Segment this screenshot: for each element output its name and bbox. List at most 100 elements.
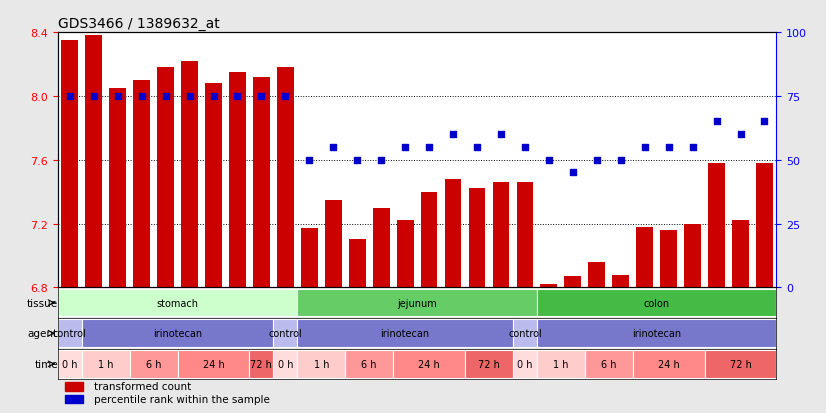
FancyBboxPatch shape xyxy=(178,350,249,378)
Point xyxy=(351,157,364,164)
Bar xyxy=(109,89,126,287)
Bar xyxy=(396,221,414,287)
Point xyxy=(590,157,603,164)
Point xyxy=(230,93,244,100)
Bar xyxy=(684,224,701,287)
Point xyxy=(278,93,292,100)
FancyBboxPatch shape xyxy=(345,350,393,378)
Point xyxy=(375,157,388,164)
Text: 72 h: 72 h xyxy=(250,359,273,369)
Point xyxy=(686,144,699,151)
Bar xyxy=(660,230,677,287)
Bar xyxy=(277,68,294,287)
FancyBboxPatch shape xyxy=(465,350,513,378)
Bar xyxy=(229,73,246,287)
Text: stomach: stomach xyxy=(157,298,198,308)
Text: 72 h: 72 h xyxy=(478,359,500,369)
Text: 72 h: 72 h xyxy=(729,359,752,369)
Bar xyxy=(301,229,318,287)
Text: control: control xyxy=(53,328,87,338)
Text: 0 h: 0 h xyxy=(517,359,533,369)
FancyBboxPatch shape xyxy=(297,289,537,317)
Bar xyxy=(468,189,486,287)
Point xyxy=(327,144,340,151)
FancyBboxPatch shape xyxy=(537,350,585,378)
Text: 6 h: 6 h xyxy=(601,359,616,369)
Text: 0 h: 0 h xyxy=(278,359,293,369)
Point xyxy=(111,93,125,100)
FancyBboxPatch shape xyxy=(393,350,465,378)
Bar xyxy=(205,84,222,287)
Bar xyxy=(85,36,102,287)
Text: 24 h: 24 h xyxy=(418,359,440,369)
Point xyxy=(398,144,411,151)
Text: percentile rank within the sample: percentile rank within the sample xyxy=(94,394,269,404)
Point xyxy=(471,144,484,151)
FancyBboxPatch shape xyxy=(130,350,178,378)
Bar xyxy=(636,227,653,287)
FancyBboxPatch shape xyxy=(58,320,82,347)
Text: 6 h: 6 h xyxy=(146,359,161,369)
FancyBboxPatch shape xyxy=(705,350,776,378)
Text: 1 h: 1 h xyxy=(98,359,113,369)
Point xyxy=(494,132,507,138)
Bar xyxy=(65,382,83,391)
FancyBboxPatch shape xyxy=(513,350,537,378)
Bar xyxy=(133,81,150,287)
Bar xyxy=(444,179,462,287)
FancyBboxPatch shape xyxy=(58,289,297,317)
FancyBboxPatch shape xyxy=(82,350,130,378)
Text: 1 h: 1 h xyxy=(553,359,568,369)
FancyBboxPatch shape xyxy=(58,350,82,378)
Point xyxy=(446,132,459,138)
Text: agent: agent xyxy=(28,328,58,338)
Text: jejunum: jejunum xyxy=(397,298,437,308)
FancyBboxPatch shape xyxy=(273,320,297,347)
Point xyxy=(183,93,197,100)
FancyBboxPatch shape xyxy=(633,350,705,378)
FancyBboxPatch shape xyxy=(513,320,537,347)
Bar xyxy=(181,62,198,287)
Point xyxy=(518,144,531,151)
Text: 24 h: 24 h xyxy=(657,359,680,369)
Text: control: control xyxy=(508,328,542,338)
Bar xyxy=(325,200,342,287)
Text: GDS3466 / 1389632_at: GDS3466 / 1389632_at xyxy=(58,17,220,31)
Point xyxy=(64,93,77,100)
Bar xyxy=(420,192,438,287)
FancyBboxPatch shape xyxy=(297,320,513,347)
Bar xyxy=(756,164,773,287)
FancyBboxPatch shape xyxy=(82,320,273,347)
Text: 0 h: 0 h xyxy=(62,359,78,369)
Text: 24 h: 24 h xyxy=(202,359,225,369)
Bar xyxy=(732,221,749,287)
Point xyxy=(614,157,628,164)
Point xyxy=(638,144,651,151)
FancyBboxPatch shape xyxy=(249,350,273,378)
Point xyxy=(135,93,149,100)
Bar xyxy=(612,275,629,287)
Text: irinotecan: irinotecan xyxy=(632,328,681,338)
Text: irinotecan: irinotecan xyxy=(153,328,202,338)
Text: irinotecan: irinotecan xyxy=(381,328,430,338)
Text: time: time xyxy=(34,359,58,369)
Text: control: control xyxy=(268,328,302,338)
Bar xyxy=(253,78,270,287)
Point xyxy=(662,144,676,151)
Point xyxy=(710,119,724,126)
Point xyxy=(542,157,555,164)
FancyBboxPatch shape xyxy=(537,289,776,317)
Bar xyxy=(516,183,534,287)
Text: colon: colon xyxy=(643,298,670,308)
Bar xyxy=(492,183,510,287)
Point xyxy=(159,93,173,100)
FancyBboxPatch shape xyxy=(537,320,776,347)
Point xyxy=(302,157,316,164)
Point xyxy=(254,93,268,100)
Bar xyxy=(588,262,605,287)
Text: tissue: tissue xyxy=(26,298,58,308)
Point xyxy=(733,132,747,138)
Text: transformed count: transformed count xyxy=(94,382,191,392)
Bar xyxy=(65,394,83,404)
Bar xyxy=(564,276,582,287)
